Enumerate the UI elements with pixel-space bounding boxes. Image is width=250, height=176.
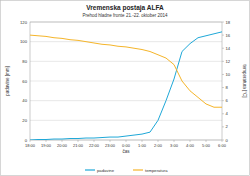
y-tick-label: 100	[20, 39, 28, 44]
grid-line	[30, 100, 222, 101]
x-axis-title: čas	[122, 149, 130, 154]
y2-tick-label: 12	[226, 59, 231, 64]
y2-tick-label: 10	[226, 72, 231, 77]
x-tick-label: 0:00	[122, 143, 131, 148]
legend-label: padavine	[97, 168, 115, 173]
y-tick-label: 40	[22, 98, 27, 103]
x-tick-label: 1:00	[138, 143, 147, 148]
y2-tick	[222, 61, 224, 62]
y2-tick	[222, 22, 224, 23]
x-tick-label: 18:00	[25, 143, 36, 148]
y2-tick-label: 0	[226, 138, 229, 143]
x-tick-label: 21:00	[73, 143, 84, 148]
y2-tick	[222, 48, 224, 49]
series-group	[30, 32, 222, 140]
y-tick-label: 120	[20, 20, 28, 25]
y2-tick-label: 4	[226, 111, 229, 116]
background	[1, 1, 250, 176]
legend-swatch	[85, 169, 95, 170]
x-tick-label: 20:00	[57, 143, 68, 148]
y-tick-label: 80	[22, 59, 27, 64]
y-tick-label: 20	[22, 118, 27, 123]
series-line	[30, 32, 222, 140]
plot-frame	[30, 22, 222, 140]
chart: Vremenska postaja ALFAPrehod hladne fron…	[0, 0, 250, 176]
y2-tick	[222, 74, 224, 75]
series-line	[30, 35, 222, 107]
y2-tick	[222, 113, 224, 114]
x-tick-label: 6:00	[218, 143, 227, 148]
y2-tick	[222, 126, 224, 127]
y2-tick-label: 8	[226, 85, 229, 90]
x-tick-label: 19:00	[41, 143, 52, 148]
y2-tick	[222, 35, 224, 36]
grid-line	[30, 120, 222, 121]
y2-tick	[222, 87, 224, 88]
y2-tick-label: 14	[226, 46, 231, 51]
y2-tick-label: 16	[226, 33, 231, 38]
legend-label: temperatura	[145, 168, 168, 173]
x-tick-label: 3:00	[170, 143, 179, 148]
x-tick-label: 2:00	[154, 143, 163, 148]
y-tick-label: 60	[22, 79, 27, 84]
grid-line	[30, 61, 222, 62]
x-tick-label: 22:00	[89, 143, 100, 148]
y2-tick	[222, 100, 224, 101]
x-tick-label: 5:00	[202, 143, 211, 148]
y2-axis-title: temperatura [°C]	[242, 64, 247, 97]
grid-line	[30, 81, 222, 82]
y2-tick-label: 6	[226, 98, 229, 103]
y2-tick-label: 2	[226, 124, 229, 129]
y2-tick-label: 18	[226, 20, 231, 25]
y-axis-title: padavine [mm]	[5, 66, 10, 96]
x-tick-label: 23:00	[105, 143, 116, 148]
x-tick-label: 4:00	[186, 143, 195, 148]
legend-swatch	[133, 169, 143, 170]
title: Vremenska postaja ALFA	[86, 4, 164, 12]
y2-tick	[222, 140, 224, 141]
subtitle: Prehod hladne fronte 21.-22. oktober 201…	[83, 13, 168, 18]
